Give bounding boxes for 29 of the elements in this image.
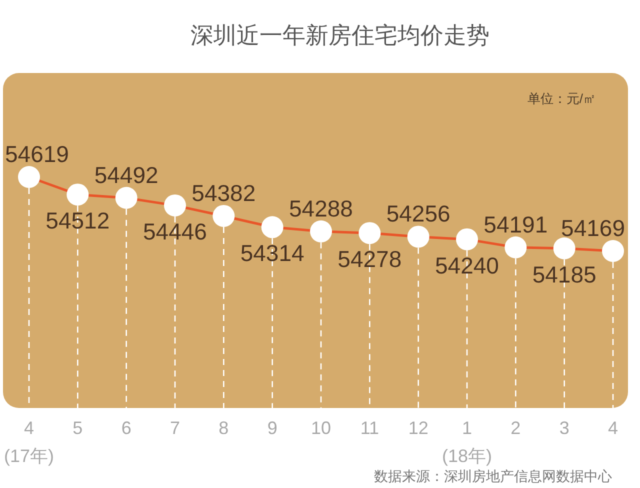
x-tick-label: 9 (267, 418, 278, 438)
x-tick-label: 4 (608, 418, 618, 438)
x-tick-label: 11 (360, 418, 380, 438)
x-tick-label: 4 (17年) (4, 418, 54, 466)
chart-title: 深圳近一年新房住宅均价走势 (190, 22, 490, 48)
data-label: 54288 (289, 195, 353, 222)
x-tick-label: 3 (559, 418, 570, 438)
data-label: 54446 (143, 218, 207, 244)
x-tick-label: 10 (310, 418, 332, 438)
data-label: 54256 (386, 200, 450, 227)
text: 单位：元/㎡ (527, 91, 596, 106)
data-label: 54278 (338, 246, 402, 272)
data-label: 54512 (46, 208, 110, 234)
x-tick-label: 5 (72, 418, 83, 438)
x-tick-label: 7 (170, 418, 180, 438)
data-label: 54191 (484, 211, 548, 238)
data-label: 54382 (192, 180, 256, 206)
data-label: 54240 (435, 252, 499, 278)
data-label: 54185 (532, 261, 596, 288)
data-label: 54169 (561, 215, 625, 241)
x-tick-label: 1 (18年) (442, 418, 492, 466)
data-label: 54619 (5, 141, 69, 167)
x-tick-label: 12 (408, 418, 428, 438)
data-label: 54314 (240, 240, 305, 266)
x-tick-label: 8 (218, 418, 229, 438)
x-tick-label: 6 (121, 418, 132, 438)
source-note: 数据来源：深圳房地产信息网数据中心 (374, 468, 612, 484)
data-label: 54492 (94, 162, 158, 188)
x-tick-label: 2 (510, 418, 521, 438)
